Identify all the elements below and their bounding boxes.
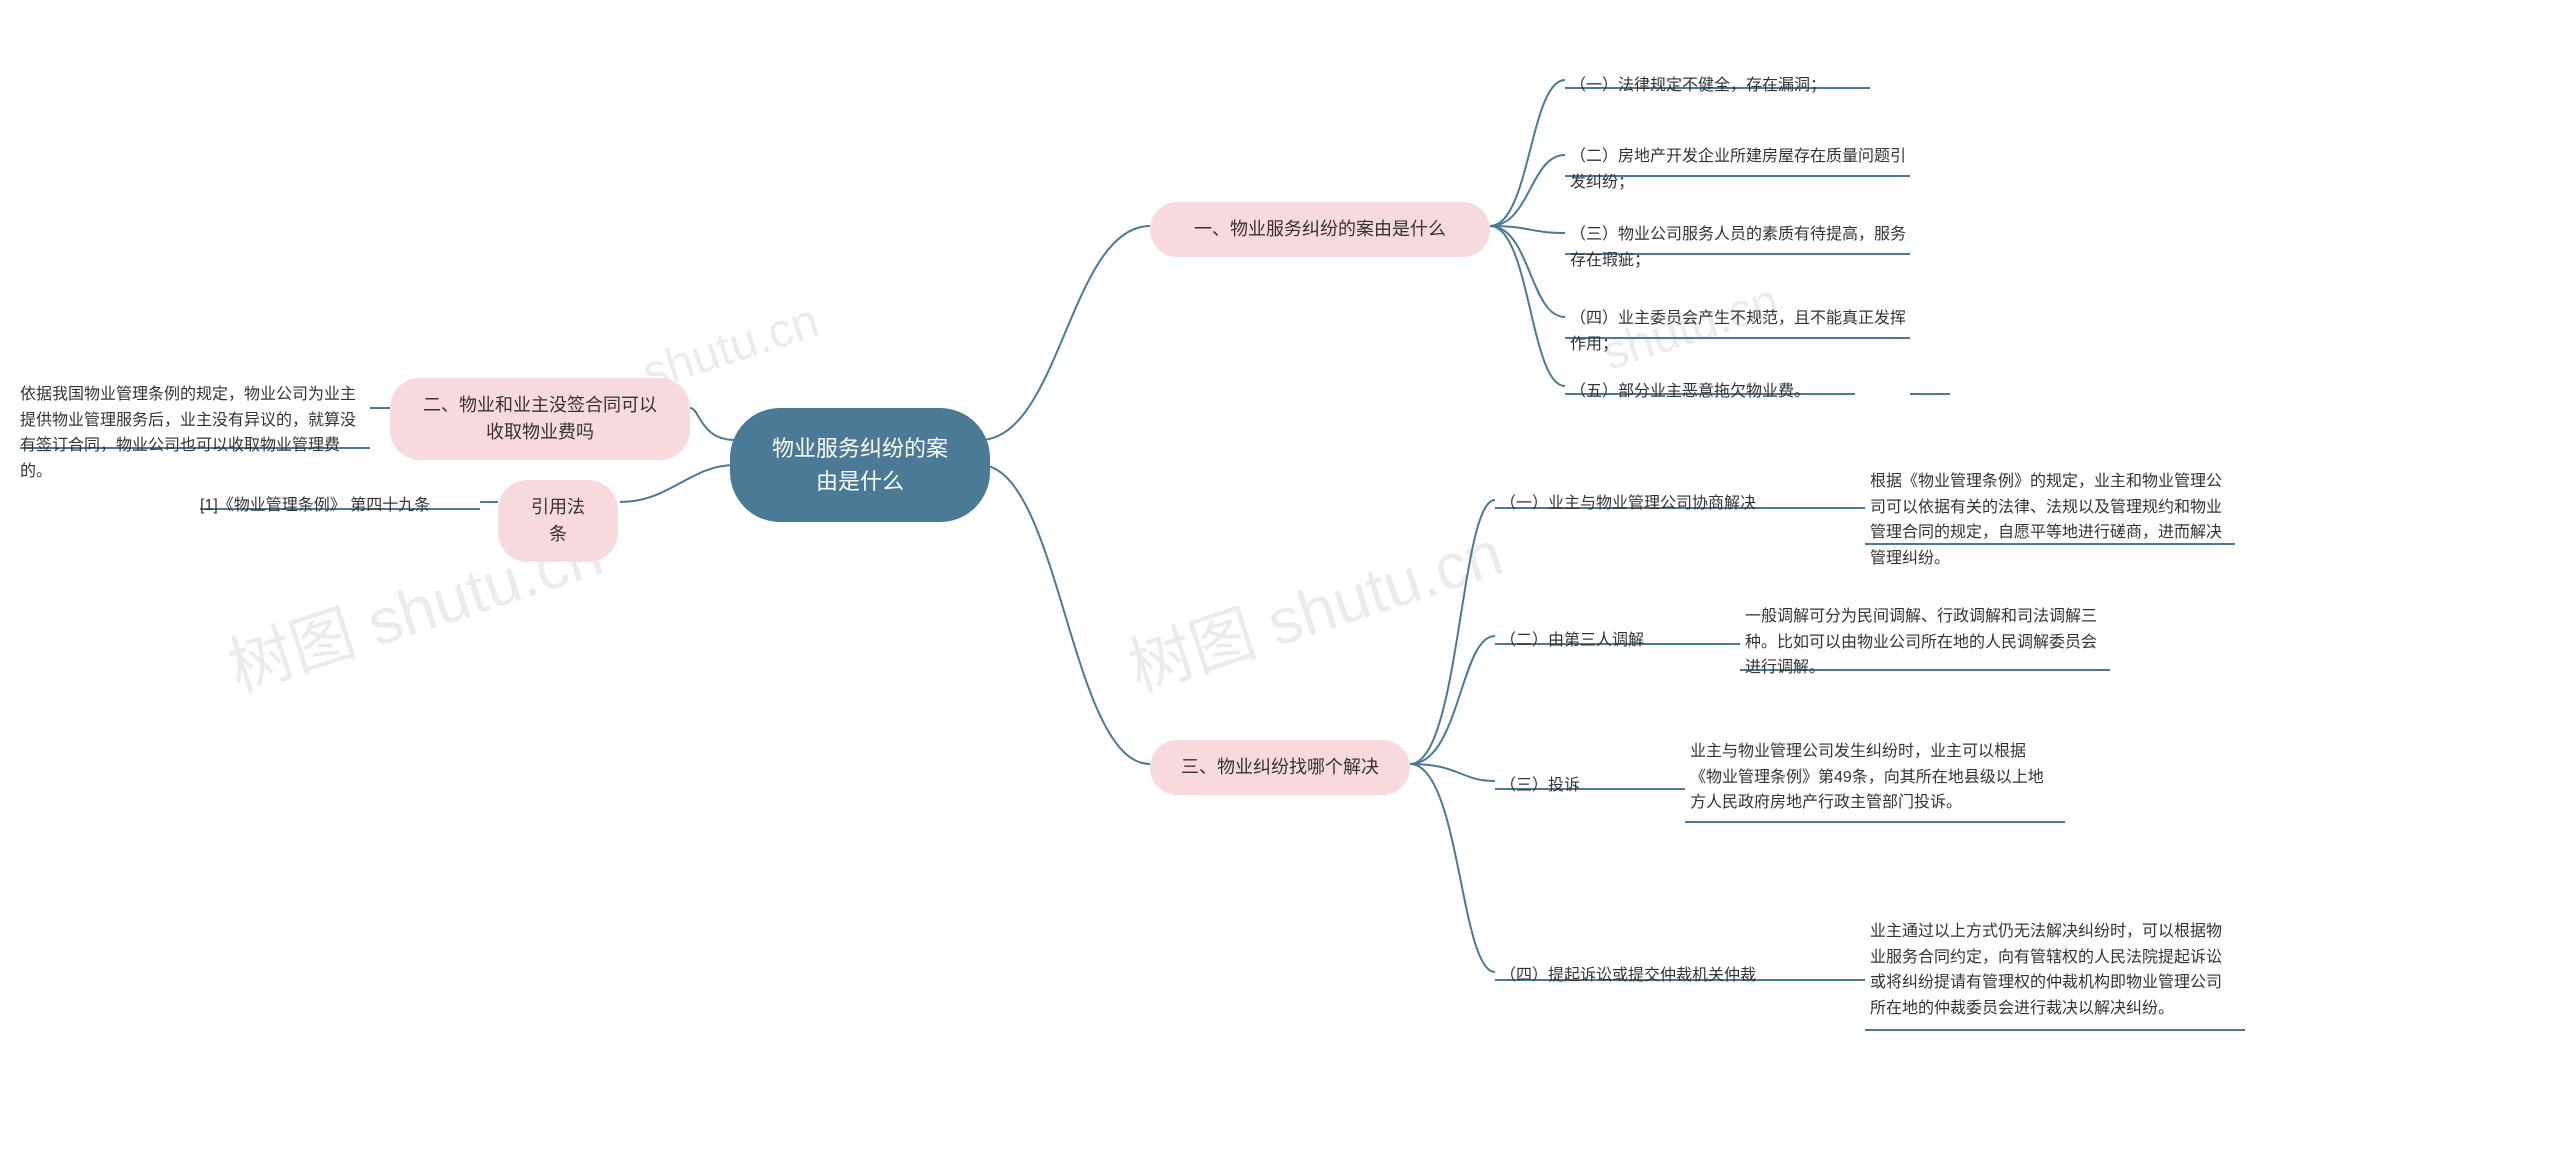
- branch-label: 三、物业纠纷找哪个解决: [1181, 757, 1379, 777]
- watermark: 树图 shutu.cn: [1115, 502, 1512, 709]
- leaf-b1c4: （四）业主委员会产生不规范，且不能真正发挥作用；: [1570, 302, 1910, 361]
- branch-label: 二、物业和业主没签合同可以收取物业费吗: [423, 395, 657, 442]
- leaf-b3c4: （四）提起诉讼或提交仲裁机关仲裁: [1500, 960, 1800, 992]
- leaf-b3c2: （二）由第三人调解: [1500, 625, 1680, 657]
- branch-resolve: 三、物业纠纷找哪个解决: [1150, 740, 1410, 795]
- leaf-b3c1: （一）业主与物业管理公司协商解决: [1500, 488, 1800, 520]
- root-node: 物业服务纠纷的案由是什么: [730, 408, 990, 522]
- leaf-b2c1: 依据我国物业管理条例的规定，物业公司为业主提供物业管理服务后，业主没有异议的，就…: [20, 378, 370, 488]
- branch-label: 引用法条: [531, 497, 585, 544]
- branch-nocontract: 二、物业和业主没签合同可以收取物业费吗: [390, 378, 690, 460]
- branch-causes: 一、物业服务纠纷的案由是什么: [1150, 202, 1490, 257]
- leaf-b3c3-sub: 业主与物业管理公司发生纠纷时，业主可以根据《物业管理条例》第49条，向其所在地县…: [1690, 735, 2050, 820]
- leaf-b1c1: （一）法律规定不健全，存在漏洞；: [1570, 69, 1870, 103]
- root-label: 物业服务纠纷的案由是什么: [772, 436, 948, 494]
- leaf-b1c5: （五）部分业主恶意拖欠物业费。: [1570, 375, 1850, 409]
- leaf-b3c1-sub: 根据《物业管理条例》的规定，业主和物业管理公司可以依据有关的法律、法规以及管理规…: [1870, 465, 2230, 575]
- leaf-b4c1: [1]《物业管理条例》 第四十九条: [200, 490, 480, 522]
- leaf-b3c3: （三）投诉: [1500, 770, 1620, 802]
- branch-reference: 引用法条: [498, 480, 618, 562]
- mindmap-canvas: 树图 shutu.cn 树图 shutu.cn shutu.cn shutu.c…: [0, 0, 2560, 1158]
- branch-label: 一、物业服务纠纷的案由是什么: [1194, 219, 1446, 239]
- leaf-b1c2: （二）房地产开发企业所建房屋存在质量问题引发纠纷；: [1570, 140, 1910, 199]
- leaf-b3c4-sub: 业主通过以上方式仍无法解决纠纷时，可以根据物业服务合同约定，向有管辖权的人民法院…: [1870, 915, 2230, 1025]
- leaf-b3c2-sub: 一般调解可分为民间调解、行政调解和司法调解三种。比如可以由物业公司所在地的人民调…: [1745, 600, 2105, 685]
- leaf-b1c3: （三）物业公司服务人员的素质有待提高，服务存在瑕疵；: [1570, 218, 1910, 277]
